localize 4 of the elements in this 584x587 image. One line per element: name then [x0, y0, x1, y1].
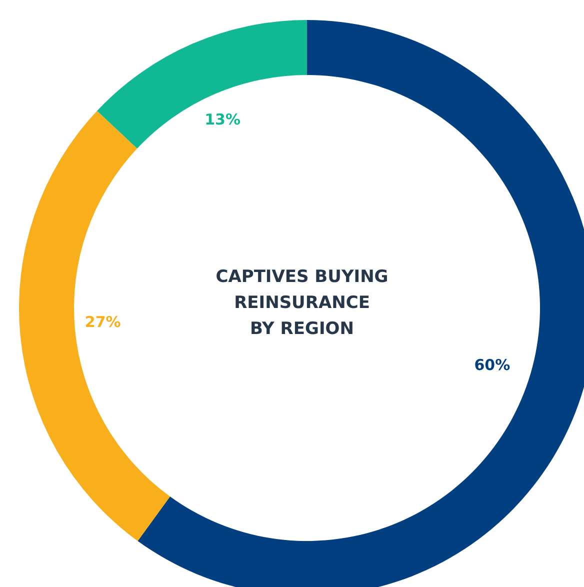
data-label: 13% — [204, 110, 241, 128]
data-label: 27% — [84, 312, 121, 331]
text: CAPTIVES BUYING REINSURANCE BY REGION — [216, 267, 388, 339]
data-label: 60% — [474, 356, 510, 374]
